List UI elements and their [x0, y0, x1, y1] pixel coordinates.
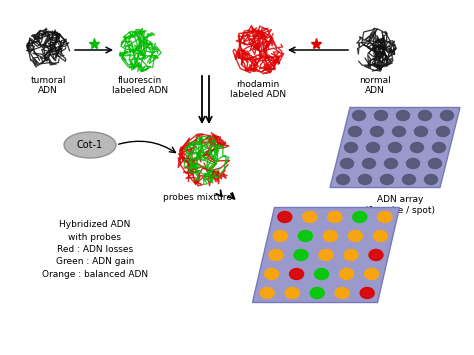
Ellipse shape [363, 158, 375, 169]
Text: normal
ADN: normal ADN [359, 76, 391, 95]
Ellipse shape [323, 230, 337, 241]
Ellipse shape [285, 288, 299, 299]
Text: ADN array
(1 probe / spot): ADN array (1 probe / spot) [365, 196, 435, 215]
Ellipse shape [407, 158, 419, 169]
Ellipse shape [339, 268, 354, 279]
Ellipse shape [392, 126, 405, 137]
Ellipse shape [410, 142, 423, 153]
Ellipse shape [389, 142, 401, 153]
Text: fluorescin
labeled ADN: fluorescin labeled ADN [112, 76, 168, 95]
Ellipse shape [419, 110, 431, 120]
Ellipse shape [290, 268, 304, 279]
Ellipse shape [365, 268, 379, 279]
Ellipse shape [335, 288, 349, 299]
Text: probes mixture: probes mixture [163, 193, 231, 202]
Ellipse shape [299, 230, 312, 241]
Ellipse shape [396, 110, 410, 120]
Text: Cot-1: Cot-1 [77, 140, 103, 150]
Ellipse shape [425, 175, 438, 185]
Ellipse shape [358, 175, 372, 185]
Ellipse shape [310, 288, 324, 299]
Ellipse shape [428, 158, 441, 169]
Ellipse shape [303, 212, 317, 223]
Ellipse shape [384, 158, 398, 169]
Ellipse shape [340, 158, 354, 169]
Ellipse shape [374, 110, 388, 120]
Text: rhodamin
labeled ADN: rhodamin labeled ADN [230, 80, 286, 99]
Ellipse shape [440, 110, 454, 120]
Text: tumoral
ADN: tumoral ADN [30, 76, 66, 95]
Ellipse shape [260, 288, 274, 299]
Ellipse shape [348, 126, 362, 137]
Ellipse shape [378, 212, 392, 223]
Ellipse shape [381, 175, 393, 185]
Ellipse shape [366, 142, 380, 153]
Ellipse shape [273, 230, 287, 241]
Ellipse shape [369, 250, 383, 261]
Ellipse shape [414, 126, 428, 137]
Ellipse shape [264, 268, 279, 279]
Text: Hybridized ADN
with probes
Red : ADN losses
Green : ADN gain
Orange : balanced A: Hybridized ADN with probes Red : ADN los… [42, 220, 148, 279]
Ellipse shape [319, 250, 333, 261]
Ellipse shape [374, 230, 387, 241]
Ellipse shape [353, 110, 365, 120]
Ellipse shape [348, 230, 363, 241]
Ellipse shape [402, 175, 416, 185]
Ellipse shape [353, 212, 367, 223]
Ellipse shape [437, 126, 449, 137]
Ellipse shape [269, 250, 283, 261]
Ellipse shape [328, 212, 342, 223]
Ellipse shape [371, 126, 383, 137]
Polygon shape [330, 108, 460, 187]
Ellipse shape [344, 250, 358, 261]
Ellipse shape [360, 288, 374, 299]
Ellipse shape [315, 268, 328, 279]
Polygon shape [253, 208, 400, 302]
Ellipse shape [432, 142, 446, 153]
Ellipse shape [278, 212, 292, 223]
Ellipse shape [345, 142, 357, 153]
Ellipse shape [64, 132, 116, 158]
Ellipse shape [294, 250, 308, 261]
Ellipse shape [337, 175, 349, 185]
